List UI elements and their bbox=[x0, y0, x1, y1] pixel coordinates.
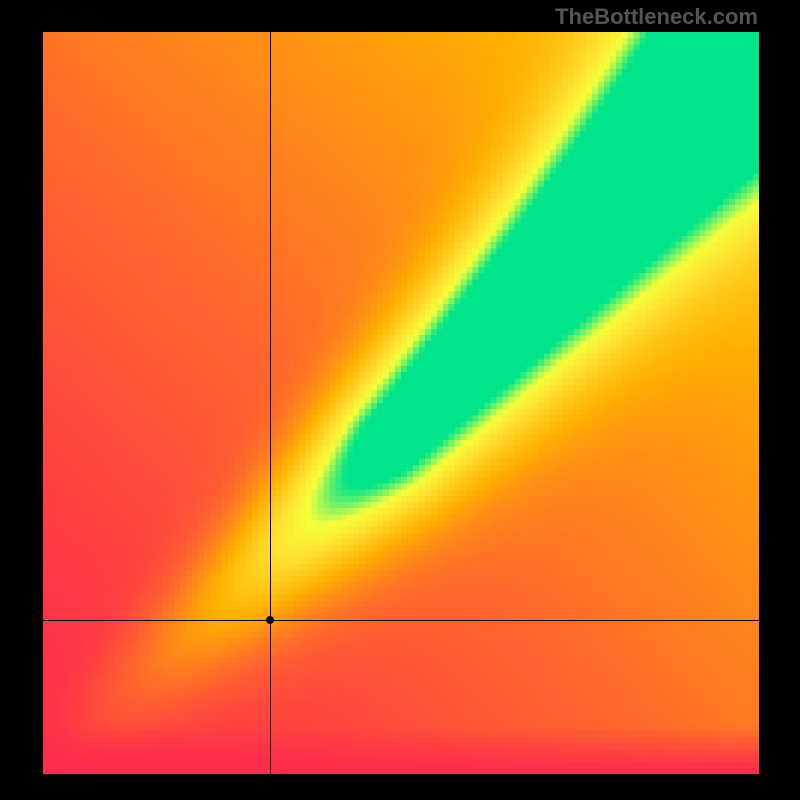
bottleneck-heatmap bbox=[43, 32, 759, 774]
crosshair-marker bbox=[266, 616, 274, 624]
chart-container: TheBottleneck.com bbox=[0, 0, 800, 800]
crosshair-vertical bbox=[270, 32, 271, 774]
crosshair-horizontal bbox=[43, 620, 759, 621]
watermark-text: TheBottleneck.com bbox=[555, 4, 758, 30]
